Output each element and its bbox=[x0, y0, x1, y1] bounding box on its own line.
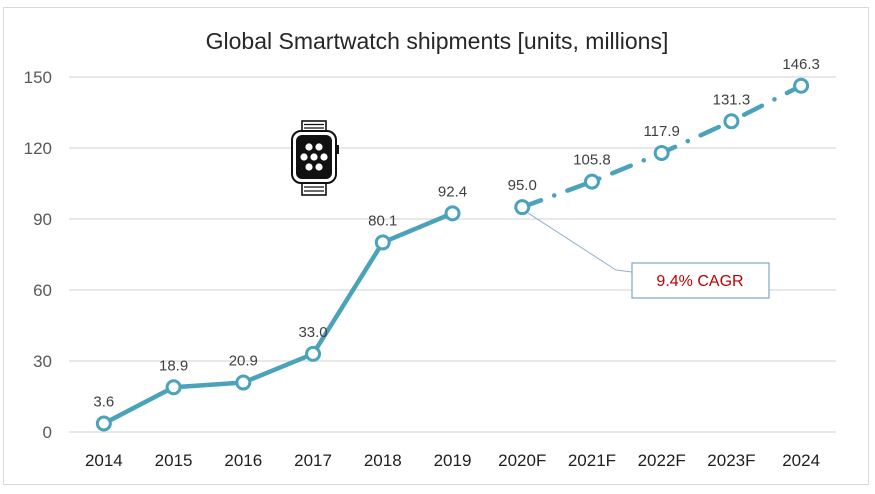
data-label: 18.9 bbox=[159, 357, 188, 374]
y-tick-label: 30 bbox=[33, 352, 52, 371]
x-tick-label: 2024 bbox=[782, 451, 820, 470]
data-label: 3.6 bbox=[93, 393, 114, 410]
data-label: 80.1 bbox=[368, 212, 397, 229]
cagr-box bbox=[631, 262, 770, 299]
data-point bbox=[165, 379, 182, 396]
series-lines bbox=[101, 83, 804, 426]
chart-frame: Global Smartwatch shipments [units, mill… bbox=[3, 7, 869, 485]
x-tick-label: 2014 bbox=[85, 451, 123, 470]
data-point bbox=[723, 113, 740, 130]
y-tick-label: 120 bbox=[24, 139, 52, 158]
x-axis-ticks: 2014 2015 2016 2017 2018 2019 2020F 2021F 2022F 2… bbox=[85, 451, 820, 470]
y-tick-label: 0 bbox=[43, 423, 52, 442]
data-point bbox=[235, 374, 252, 391]
data-point bbox=[583, 173, 600, 190]
x-tick-label: 2021F bbox=[568, 451, 616, 470]
y-tick-label: 60 bbox=[33, 281, 52, 300]
x-tick-label: 2016 bbox=[224, 451, 262, 470]
data-point bbox=[653, 144, 670, 161]
data-label: 146.3 bbox=[782, 56, 820, 73]
data-point bbox=[793, 77, 810, 94]
cagr-label: 9.4% CAGR bbox=[656, 273, 743, 290]
data-label: 95.0 bbox=[508, 177, 537, 194]
x-tick-label: 2018 bbox=[364, 451, 402, 470]
data-point bbox=[444, 205, 461, 222]
smartwatch-icon bbox=[291, 120, 339, 196]
data-point bbox=[514, 199, 531, 216]
data-label: 20.9 bbox=[229, 353, 258, 370]
data-label: 92.4 bbox=[438, 183, 467, 200]
x-tick-label: 2022F bbox=[638, 451, 686, 470]
data-point bbox=[374, 234, 391, 251]
x-tick-label: 2017 bbox=[294, 451, 332, 470]
data-labels: 3.6 18.9 20.9 33.0 80.1 92.4 95.0 105.8 117.9 131… bbox=[93, 56, 819, 411]
x-tick-label: 2019 bbox=[434, 451, 472, 470]
y-axis-ticks: 0 30 60 90 120 150 bbox=[24, 68, 52, 442]
gridlines bbox=[69, 76, 836, 433]
data-point bbox=[305, 345, 322, 362]
chart-canvas: Global Smartwatch shipments [units, mill… bbox=[24, 28, 836, 470]
x-tick-label: 2023F bbox=[707, 451, 755, 470]
series-markers bbox=[95, 77, 810, 432]
x-tick-label: 2015 bbox=[155, 451, 193, 470]
chart-title: Global Smartwatch shipments [units, mill… bbox=[206, 28, 669, 54]
data-label: 33.0 bbox=[298, 324, 327, 341]
x-tick-label: 2020F bbox=[498, 451, 546, 470]
annotation-leader-line bbox=[527, 212, 633, 273]
series-line-actual bbox=[101, 211, 455, 426]
y-tick-label: 150 bbox=[24, 68, 52, 87]
data-label: 117.9 bbox=[643, 123, 679, 140]
data-label: 105.8 bbox=[573, 152, 611, 169]
y-tick-label: 90 bbox=[33, 210, 52, 229]
annotation-leader bbox=[527, 212, 633, 273]
data-point bbox=[95, 415, 112, 432]
cagr-annotation: 9.4% CAGR bbox=[631, 262, 770, 299]
data-label: 131.3 bbox=[713, 91, 751, 108]
